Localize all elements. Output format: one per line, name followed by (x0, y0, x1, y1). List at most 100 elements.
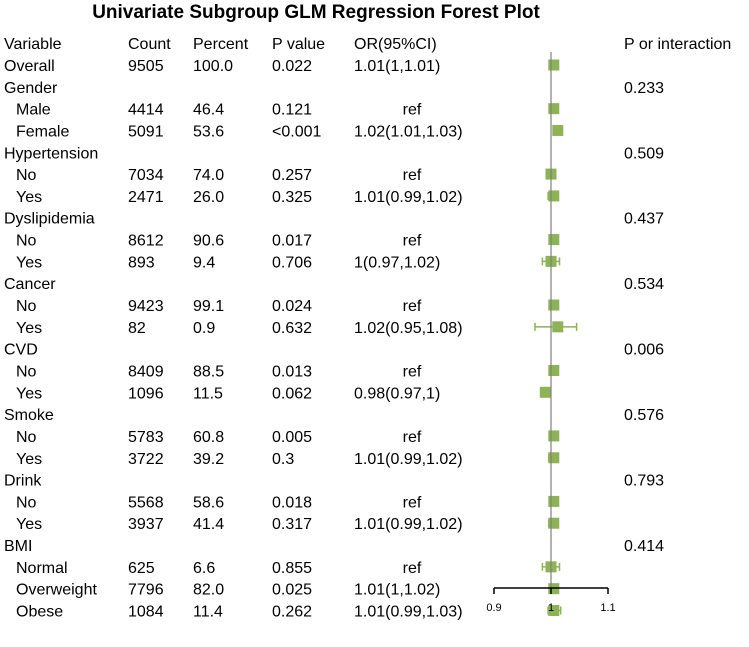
row-percent: 99.1 (193, 298, 224, 315)
row-label: Yes (16, 320, 42, 337)
row-count: 9505 (128, 58, 164, 75)
header-p-interaction: P or interaction (624, 36, 731, 53)
row-count: 1084 (128, 604, 164, 621)
row-count: 5783 (128, 429, 164, 446)
table-row: No 9423 99.1 0.024 ref (16, 298, 422, 315)
row-percent: 90.6 (193, 233, 224, 250)
row-label: Drink (4, 473, 42, 490)
table-row: Gender 0.233 (4, 80, 664, 97)
row-percent: 26.0 (193, 189, 224, 206)
chart-title: Univariate Subgroup GLM Regression Fores… (92, 2, 540, 23)
row-p-value: 0.317 (272, 516, 312, 533)
row-count: 8612 (128, 233, 164, 250)
row-label: No (16, 298, 37, 315)
row-or-ci: ref (403, 363, 422, 380)
row-label: No (16, 167, 37, 184)
row-label: Gender (4, 80, 58, 97)
table-row: Yes 3722 39.2 0.3 1.01(0.99,1.02) (16, 451, 463, 468)
row-or-ci: 1.01(0.99,1.02) (354, 516, 463, 533)
row-p-value: 0.325 (272, 189, 312, 206)
row-count: 3937 (128, 516, 164, 533)
row-or-ci: ref (403, 233, 422, 250)
row-label: Female (16, 123, 69, 140)
or-point (548, 605, 560, 616)
row-count: 4414 (128, 102, 164, 119)
row-percent: 53.6 (193, 123, 224, 140)
row-count: 3722 (128, 451, 164, 468)
table-row: BMI 0.414 (4, 538, 664, 555)
row-label: Yes (16, 516, 42, 533)
table-row: No 8612 90.6 0.017 ref (16, 233, 422, 250)
row-or-ci: 1.01(1,1.02) (354, 582, 440, 599)
or-point (548, 59, 560, 71)
row-or-ci: 0.98(0.97,1) (354, 385, 440, 402)
table-row: Overweight 7796 82.0 0.025 1.01(1,1.02) (16, 582, 440, 599)
or-point (548, 517, 560, 529)
row-label: Smoke (4, 407, 54, 424)
or-point (548, 299, 560, 311)
row-label: Yes (16, 385, 42, 402)
x-tick-label: 1 (548, 602, 554, 614)
row-or-ci: ref (403, 298, 422, 315)
row-or-ci: 1.01(0.99,1.02) (354, 451, 463, 468)
row-count: 5568 (128, 494, 164, 511)
row-or-ci: 1(0.97,1.02) (354, 254, 440, 271)
row-or-ci: 1.02(1.01,1.03) (354, 123, 463, 140)
row-or-ci: 1.01(0.99,1.03) (354, 604, 463, 621)
row-count: 7034 (128, 167, 164, 184)
table-row: No 5568 58.6 0.018 ref (16, 494, 422, 511)
or-point (552, 321, 564, 333)
row-p-value: 0.632 (272, 320, 312, 337)
row-percent: 74.0 (193, 167, 224, 184)
table-row: Dyslipidemia 0.437 (4, 211, 664, 228)
or-point (548, 190, 560, 202)
row-p-interaction: 0.509 (624, 145, 664, 162)
or-point (548, 495, 560, 507)
row-or-ci: ref (403, 102, 422, 119)
row-p-value: 0.022 (272, 58, 312, 75)
or-point (552, 124, 564, 136)
or-point (548, 103, 560, 115)
row-p-interaction: 0.233 (624, 80, 664, 97)
table-row: Yes 893 9.4 0.706 1(0.97,1.02) (16, 254, 440, 271)
row-percent: 60.8 (193, 429, 224, 446)
row-percent: 82.0 (193, 582, 224, 599)
row-p-value: 0.121 (272, 102, 312, 119)
table-row: Yes 82 0.9 0.632 1.02(0.95,1.08) (16, 320, 463, 337)
or-point (548, 430, 560, 442)
row-label: Overweight (16, 582, 97, 599)
header-percent: Percent (193, 36, 249, 53)
table-rows: Overall 9505 100.0 0.022 1.01(1,1.01) Gender 0… (4, 58, 664, 621)
row-p-value: 0.257 (272, 167, 312, 184)
row-or-ci: ref (403, 494, 422, 511)
row-p-value: 0.018 (272, 494, 312, 511)
table-row: Male 4414 46.4 0.121 ref (16, 102, 422, 119)
table-row: Normal 625 6.6 0.855 ref (16, 560, 422, 577)
row-p-interaction: 0.437 (624, 211, 664, 228)
row-p-value: 0.005 (272, 429, 312, 446)
table-row: Obese 1084 11.4 0.262 1.01(0.99,1.03) (16, 604, 463, 621)
row-label: Overall (4, 58, 55, 75)
row-count: 1096 (128, 385, 164, 402)
x-tick-label: 1.1 (600, 602, 615, 614)
row-percent: 6.6 (193, 560, 215, 577)
row-count: 82 (128, 320, 146, 337)
table-row: Drink 0.793 (4, 473, 664, 490)
row-percent: 9.4 (193, 254, 215, 271)
or-point (548, 364, 560, 376)
row-percent: 39.2 (193, 451, 224, 468)
row-percent: 11.5 (193, 385, 223, 402)
table-row: Female 5091 53.6 <0.001 1.02(1.01,1.03) (16, 123, 463, 140)
row-p-interaction: 0.793 (624, 473, 664, 490)
row-percent: 88.5 (193, 363, 224, 380)
row-count: 5091 (128, 123, 164, 140)
table-row: Yes 3937 41.4 0.317 1.01(0.99,1.02) (16, 516, 463, 533)
row-label: CVD (4, 342, 38, 359)
row-percent: 0.9 (193, 320, 215, 337)
row-percent: 58.6 (193, 494, 224, 511)
row-label: Obese (16, 604, 63, 621)
row-count: 7796 (128, 582, 164, 599)
header-p-value: P value (272, 36, 325, 53)
table-row: Hypertension 0.509 (4, 145, 664, 162)
